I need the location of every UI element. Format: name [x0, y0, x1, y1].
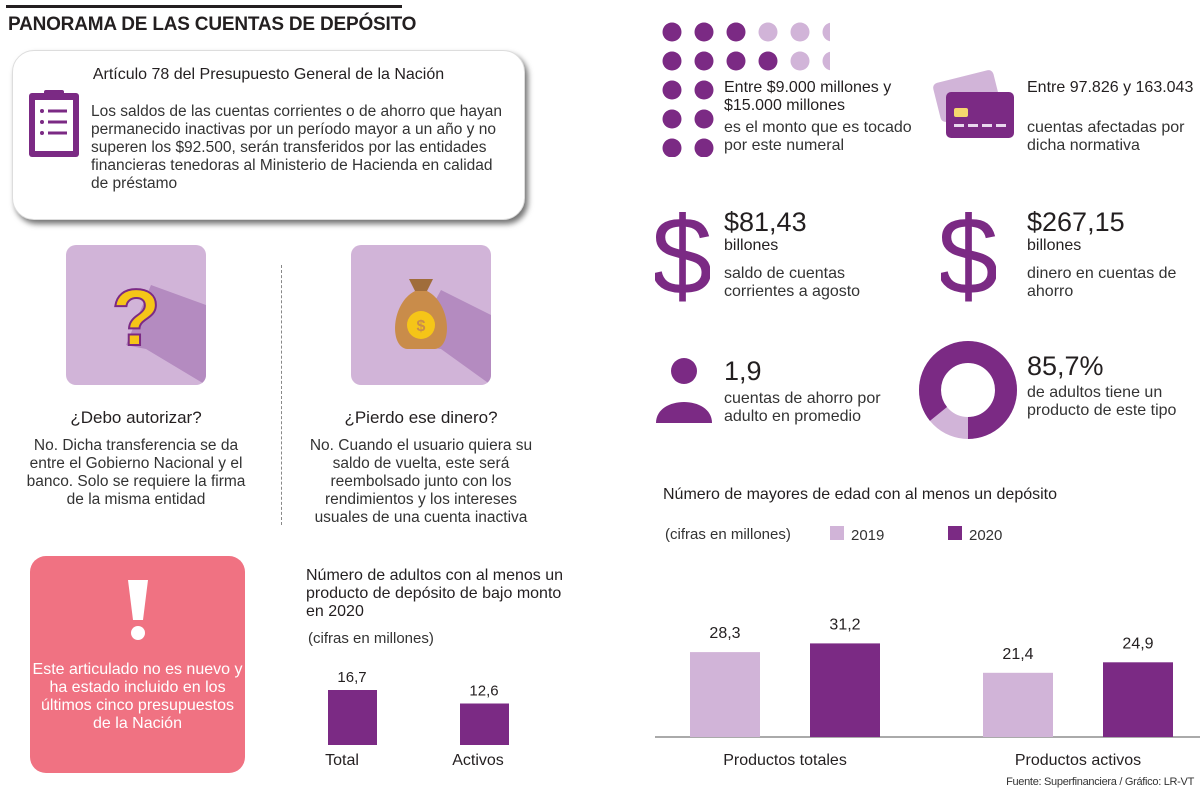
stat-adults-value: 85,7%: [1027, 351, 1104, 381]
bar-2020-0: [810, 643, 880, 737]
bar-label-2019-0: 28,3: [709, 625, 740, 642]
svg-text:$: $: [417, 318, 426, 335]
bar-label-2019-1: 21,4: [1002, 646, 1033, 663]
dot: [694, 80, 714, 100]
svg-text:?: ?: [112, 273, 161, 362]
dot: [662, 80, 682, 100]
faq-answer-1: No. Dicha transferencia se da entre el G…: [26, 437, 246, 508]
title-rule: [6, 5, 402, 8]
notice-box: Este articulado no es nuevo y ha estado …: [30, 556, 245, 773]
small-bar-0: [328, 690, 377, 745]
svg-text:$: $: [941, 202, 996, 312]
dot-grid-icon: [662, 22, 830, 157]
money-bag-tile: $: [351, 245, 491, 385]
faq-question-2: ¿Pierdo ese dinero?: [344, 408, 498, 427]
credit-card-icon: [933, 70, 1014, 138]
small-bar-1: [460, 703, 509, 745]
dot: [662, 51, 682, 71]
small-chart-title: Número de adultos con al menos un produc…: [306, 567, 564, 620]
donut-icon: [919, 341, 1017, 439]
small-chart-subtitle: (cifras en millones): [308, 630, 434, 647]
source-credit: Fuente: Superfinanciera / Gráfico: LR-VT: [1006, 776, 1194, 788]
legend-swatch-2019: [830, 526, 844, 540]
question-tile: ?: [66, 245, 206, 385]
stat-current-unit: billones: [724, 237, 779, 254]
small-category-1: Activos: [452, 752, 504, 769]
stat-savings-unit: billones: [1027, 237, 1082, 254]
stat-current-value: $81,43: [724, 207, 807, 237]
stat-per-adult-value: 1,9: [724, 356, 762, 386]
dot: [790, 51, 810, 71]
big-chart-subtitle: (cifras en millones): [665, 526, 791, 543]
dot: [694, 138, 714, 157]
stat-adults-text: de adultos tiene un producto de este tip…: [1027, 384, 1177, 419]
dot: [694, 22, 714, 42]
dot: [694, 51, 714, 71]
donut-share: [919, 341, 1017, 439]
big-category-0: Productos totales: [723, 752, 847, 769]
exclamation-icon: [128, 580, 148, 640]
stat-range-text: es el monto que es tocado por este numer…: [724, 119, 912, 154]
stat-current-text: saldo de cuentas corrientes a agosto: [724, 265, 861, 300]
stat-savings-value: $267,15: [1027, 207, 1125, 237]
dot: [662, 22, 682, 42]
bar-2020-1: [1103, 662, 1173, 737]
faq-question-1: ¿Debo autorizar?: [70, 408, 202, 427]
bar-label-2020-0: 31,2: [829, 616, 860, 633]
svg-text:$: $: [655, 202, 710, 312]
stat-savings-text: dinero en cuentas de ahorro: [1027, 265, 1177, 300]
small-bar-label-0: 16,7: [337, 669, 366, 686]
dollar-icon: $: [655, 202, 710, 312]
small-bar-label-1: 12,6: [469, 683, 498, 700]
money-bag-icon: $: [395, 279, 491, 385]
article-card: Artículo 78 del Presupuesto General de l…: [12, 50, 525, 220]
legend-swatch-2020: [948, 526, 962, 540]
stat-per-adult-text: cuentas de ahorro por adulto en promedio: [724, 390, 881, 425]
question-mark-icon: ?: [111, 272, 206, 385]
person-icon: [656, 358, 712, 423]
small-bar-chart: 16,7 Total 12,6 Activos: [325, 669, 509, 769]
faq-answer-2: No. Cuando el usuario quiera su saldo de…: [309, 437, 533, 526]
stat-accounts-lead: Entre 97.826 y 163.043: [1027, 79, 1194, 96]
bar-2019-0: [690, 652, 760, 737]
dot: [822, 51, 830, 71]
dot: [758, 22, 778, 42]
big-bar-chart: 28,3 21,4 31,2 24,9 Productos totales Product…: [655, 616, 1200, 769]
bar-label-2020-1: 24,9: [1122, 635, 1153, 652]
article-body: Los saldos de las cuentas corrientes o d…: [91, 103, 503, 192]
legend-label-2020: 2020: [969, 527, 1003, 544]
clipboard-list-icon: [29, 90, 79, 157]
dot: [758, 51, 778, 71]
stat-accounts-text: cuentas afectadas por dicha normativa: [1027, 119, 1185, 154]
legend-label-2019: 2019: [851, 527, 885, 544]
notice-text: Este articulado no es nuevo y ha estado …: [32, 661, 243, 732]
stat-range-lead: Entre $9.000 millones y $15.000 millones: [724, 79, 892, 114]
page-title: PANORAMA DE LAS CUENTAS DE DEPÓSITO: [8, 14, 417, 35]
dollar-icon-2: $: [941, 202, 996, 312]
dot: [662, 138, 682, 157]
big-category-1: Productos activos: [1015, 752, 1141, 769]
divider: [281, 265, 282, 525]
big-chart-title: Número de mayores de edad con al menos u…: [663, 486, 1058, 503]
dot: [822, 22, 830, 42]
bar-2019-1: [983, 672, 1053, 737]
dot: [790, 22, 810, 42]
dot: [726, 22, 746, 42]
dot: [726, 51, 746, 71]
small-category-0: Total: [325, 752, 359, 769]
dot: [694, 109, 714, 129]
article-heading: Artículo 78 del Presupuesto General de l…: [92, 66, 445, 83]
dot: [662, 109, 682, 129]
